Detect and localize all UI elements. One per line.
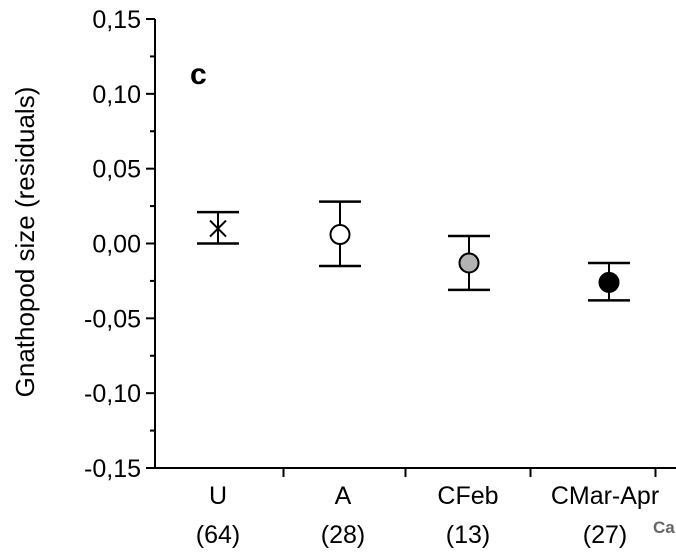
error-bar-point (448, 234, 490, 292)
sample-size-label: (27) (583, 521, 627, 549)
y-axis-label: Gnathopod size (residuals) (10, 87, 40, 398)
y-tick-label: -0,15 (84, 455, 141, 483)
panel-label: c (190, 58, 207, 91)
y-tick-label: 0,00 (92, 231, 141, 259)
error-bar-point (197, 210, 239, 245)
y-tick-label: 0,10 (92, 81, 141, 109)
cut-off-label: Ca (653, 518, 675, 537)
error-bar-point (319, 200, 361, 268)
x-tick-label: A (335, 482, 352, 510)
mean-marker (598, 271, 620, 293)
x-tick-label: CMar-Apr (551, 482, 659, 510)
x-axis: U (64) A (28) CFeb (13) CMar-Apr (27) (155, 467, 676, 549)
mean-marker (329, 224, 351, 246)
data-points (197, 200, 630, 302)
y-tick-label: -0,10 (84, 380, 141, 408)
y-tick-label: 0,15 (92, 6, 141, 34)
x-tick-label: U (209, 482, 227, 510)
sample-size-label: (64) (196, 521, 240, 549)
y-axis: 0,15 0,10 0,05 0,00 -0,05 -0,10 -0,15 (84, 6, 156, 483)
y-tick-label: 0,05 (92, 156, 141, 184)
error-bar-point (588, 261, 630, 302)
mean-marker (458, 252, 480, 274)
y-tick-label: -0,05 (84, 305, 141, 333)
sample-size-label: (13) (446, 521, 490, 549)
x-marker (209, 219, 227, 238)
x-tick-label: CFeb (437, 482, 498, 510)
sample-size-label: (28) (321, 521, 365, 549)
